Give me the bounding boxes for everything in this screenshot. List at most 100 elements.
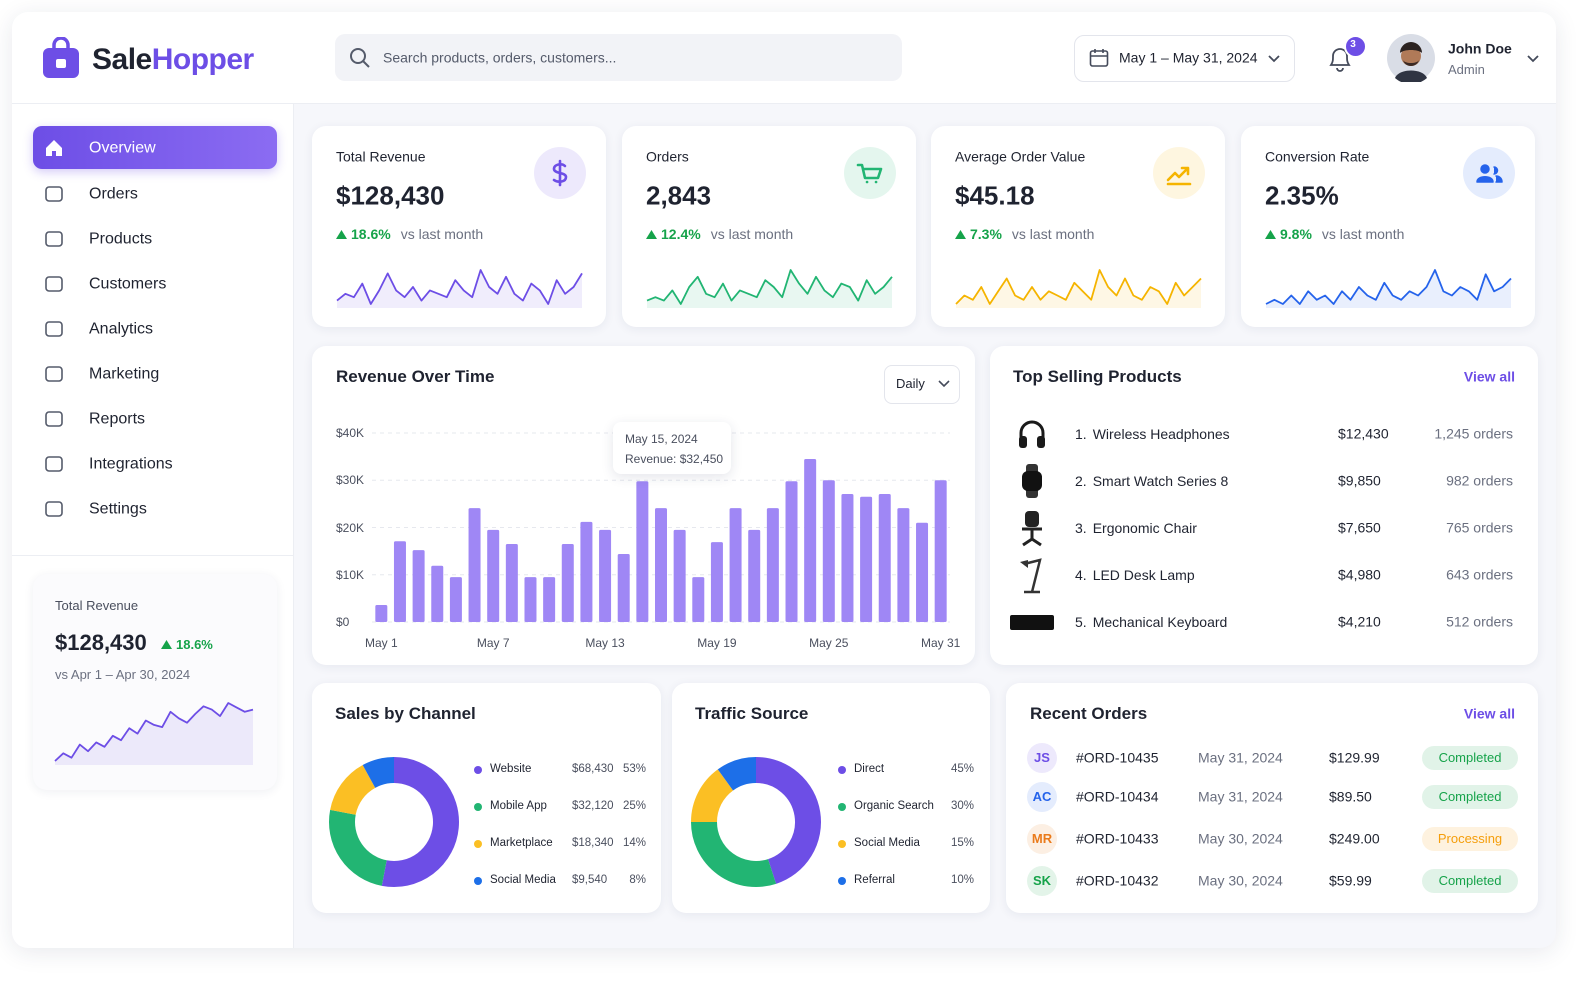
summary-title: Total Revenue [55,598,139,614]
kpi-icon-bg [1463,147,1515,199]
nav-item[interactable]: Reports [89,410,146,428]
user-chevron[interactable] [1526,54,1540,64]
legend-dot-shape [838,766,846,774]
legend-dot-shape [838,840,846,848]
up-arrow-shape [336,229,347,239]
sparkline-area [337,270,582,308]
nav-item[interactable]: Analytics [89,320,154,338]
bar [393,541,406,622]
sparkline-area [956,270,1201,308]
legend-label: Social Media [490,874,556,887]
legend-dot [838,766,846,774]
view-all-link[interactable]: View all [1463,705,1515,722]
kpi-icon-glyph [1476,164,1503,183]
bar [785,481,798,622]
nav-icon [46,140,62,156]
kpi-label: Average Order Value [955,148,1086,165]
product-rank: 4. [1075,567,1087,583]
avatar-bg [1027,824,1057,854]
sparkline-area [647,270,892,308]
up-arrow [955,229,966,239]
order-amount: $129.99 [1329,749,1380,766]
nav-active-bg [33,126,277,169]
product-rank: 3. [1075,520,1087,536]
donut-segment [691,769,734,823]
kpi-icon [1463,147,1515,199]
bar [375,604,388,622]
nav-item[interactable]: Marketing [89,365,160,383]
legend-label: Website [490,763,532,776]
status-pill-bg [1422,827,1518,851]
product-name: Wireless Headphones [1092,426,1230,442]
product-orders: 643 orders [1446,566,1513,583]
user-name: John Doe [1448,40,1512,57]
up-arrow [646,229,657,239]
kpi-card [931,126,1225,327]
nav-item[interactable]: Settings [89,500,147,518]
bar [916,522,929,622]
bar [543,577,556,622]
legend-dot [474,877,482,885]
notification-bell[interactable] [1327,45,1353,73]
legend-label: Marketplace [490,837,553,850]
sparkline-line [54,702,254,762]
legend-label: Direct [854,763,885,776]
legend-dot-shape [474,877,482,885]
thumb [1022,527,1042,547]
legend-share: 10% [950,874,974,887]
order-status: Completed [1438,873,1502,889]
interval-label[interactable]: Daily [896,376,925,392]
change-row: 7.3% vs last month [955,224,1255,244]
product-rank: 1. [1075,426,1087,442]
status-pill-bg [1422,746,1518,770]
kpi-note: vs last month [710,226,794,242]
bar [431,565,444,622]
nav-item[interactable]: Products [89,230,153,248]
legend-dot [838,840,846,848]
kpi-value: $45.18 [955,180,1035,211]
legend-amount: $18,340 [572,837,614,850]
date-range[interactable]: May 1 – May 31, 2024 [1119,49,1258,66]
user-avatar[interactable] [1387,34,1435,82]
order-id: #ORD-10434 [1076,788,1159,805]
date-picker[interactable] [1074,35,1295,82]
thumb [1023,558,1042,594]
y-tick-label: $20K [336,520,365,535]
interval-dropdown[interactable] [884,365,960,404]
legend-share: 30% [950,800,974,813]
notification-count: 3 [1350,39,1356,50]
kpi-value: $128,430 [336,180,445,211]
legend-dot-shape [838,877,846,885]
bar [692,577,705,622]
nav-icon [45,276,63,292]
tooltip-title: May 15, 2024 [625,431,698,446]
donut [691,757,821,887]
summary-note: vs Apr 1 – Apr 30, 2024 [55,667,191,683]
sidebar [12,104,294,948]
legend-share: 15% [950,837,974,850]
bar [524,577,537,622]
y-tick-label: $30K [336,473,365,488]
kpi-label: Conversion Rate [1265,148,1370,165]
bar [655,508,667,622]
nav-item[interactable]: Integrations [89,455,173,473]
search-box[interactable] [335,34,902,81]
customer-avatar [1027,743,1057,773]
product-revenue: $12,430 [1338,425,1389,442]
y-tick-label: $40K [336,425,365,440]
order-amount: $59.99 [1329,872,1372,889]
change-value: 7.3% [970,226,1002,242]
legend-dot [838,803,846,811]
order-date: May 31, 2024 [1198,749,1283,766]
view-all-link[interactable]: View all [1463,368,1515,385]
product-name-row: 1. Wireless Headphones [1075,424,1315,444]
legend-amount: $68,430 [572,763,614,776]
nav-item[interactable]: Customers [89,275,167,293]
user-role: Admin [1448,62,1485,78]
nav-item[interactable]: Overview [89,139,156,157]
nav-item[interactable]: Orders [89,185,138,203]
kpi-label: Total Revenue [336,148,426,165]
nav-icon [45,411,63,427]
summary-value: $128,430 [55,629,147,655]
product-name-row: 4. LED Desk Lamp [1075,565,1315,585]
